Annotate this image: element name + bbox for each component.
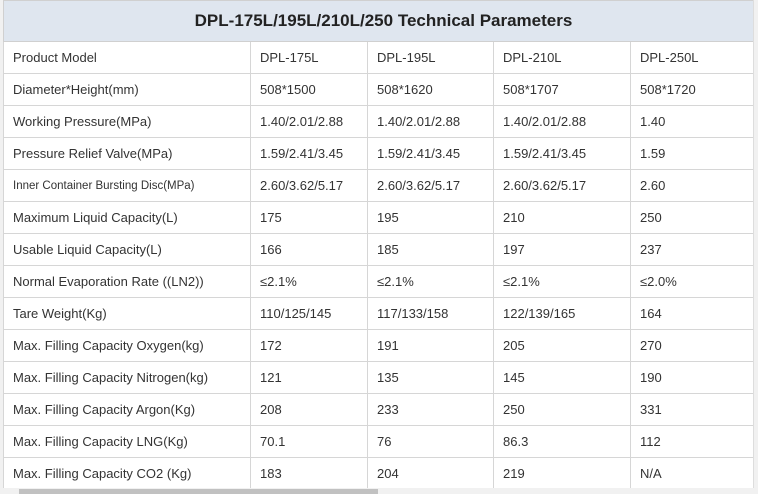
cell-value: 70.1 [250, 425, 368, 458]
cell-value: 117/133/158 [367, 297, 494, 330]
cell-value: ≤2.1% [367, 265, 494, 298]
row-label: Max. Filling Capacity Nitrogen(kg) [3, 361, 251, 394]
cell-value: 219 [493, 457, 631, 488]
row-label: Max. Filling Capacity Oxygen(kg) [3, 329, 251, 362]
cell-value: ≤2.1% [250, 265, 368, 298]
cell-value: 237 [630, 233, 753, 266]
table-row: Normal Evaporation Rate ((LN2)) ≤2.1% ≤2.1… [3, 265, 753, 298]
cell-value: 508*1500 [250, 73, 368, 106]
table-row: Diameter*Height(mm) 508*1500 508*1620 508*1… [3, 73, 753, 106]
cell-value: 331 [630, 393, 753, 426]
row-label: Maximum Liquid Capacity(L) [3, 201, 251, 234]
cell-value: 1.40/2.01/2.88 [367, 105, 494, 138]
cell-value: 208 [250, 393, 368, 426]
cell-value: 1.59/2.41/3.45 [493, 137, 631, 170]
row-label: Pressure Relief Valve(MPa) [3, 137, 251, 170]
cell-value: 164 [630, 297, 753, 330]
scrollbar-thumb[interactable] [19, 489, 378, 494]
row-label: Usable Liquid Capacity(L) [3, 233, 251, 266]
cell-value: 190 [630, 361, 753, 394]
cell-value: 1.40/2.01/2.88 [250, 105, 368, 138]
table-row: Inner Container Bursting Disc(MPa) 2.60/3… [3, 169, 753, 202]
cell-value: DPL-175L [250, 41, 368, 74]
cell-value: 210 [493, 201, 631, 234]
table-row: Product Model DPL-175L DPL-195L DPL-210L DPL… [3, 41, 753, 74]
cell-value: 197 [493, 233, 631, 266]
table-row: Usable Liquid Capacity(L) 166 185 197 237 [3, 233, 753, 266]
row-label: Max. Filling Capacity Argon(Kg) [3, 393, 251, 426]
table-row: Working Pressure(MPa) 1.40/2.01/2.88 1.40/… [3, 105, 753, 138]
cell-value: 191 [367, 329, 494, 362]
cell-value: 145 [493, 361, 631, 394]
table-row: Max. Filling Capacity Oxygen(kg) 172 191 20… [3, 329, 753, 362]
table-row: Tare Weight(Kg) 110/125/145 117/133/158 122… [3, 297, 753, 330]
cell-value: 195 [367, 201, 494, 234]
cell-value: 172 [250, 329, 368, 362]
cell-value: 122/139/165 [493, 297, 631, 330]
row-label: Max. Filling Capacity LNG(Kg) [3, 425, 251, 458]
cell-value: 175 [250, 201, 368, 234]
cell-value: 508*1620 [367, 73, 494, 106]
cell-value: ≤2.1% [493, 265, 631, 298]
row-label: Max. Filling Capacity CO2 (Kg) [3, 457, 251, 488]
cell-value: 1.59/2.41/3.45 [250, 137, 368, 170]
cell-value: 1.40/2.01/2.88 [493, 105, 631, 138]
cell-value: 205 [493, 329, 631, 362]
row-label: Working Pressure(MPa) [3, 105, 251, 138]
table-row: Max. Filling Capacity CO2 (Kg) 183 204 219 N… [3, 457, 753, 488]
cell-value: 270 [630, 329, 753, 362]
cell-value: 86.3 [493, 425, 631, 458]
row-label: Tare Weight(Kg) [3, 297, 251, 330]
parameters-table-container: DPL-175L/195L/210L/250 Technical Paramet… [3, 0, 754, 488]
table-row: Max. Filling Capacity LNG(Kg) 70.1 76 86.3 1… [3, 425, 753, 458]
cell-value: 204 [367, 457, 494, 488]
cell-value: 2.60 [630, 169, 753, 202]
cell-value: 233 [367, 393, 494, 426]
cell-value: 2.60/3.62/5.17 [493, 169, 631, 202]
row-label: Normal Evaporation Rate ((LN2)) [3, 265, 251, 298]
row-label: Product Model [3, 41, 251, 74]
table-row: Max. Filling Capacity Nitrogen(kg) 121 135… [3, 361, 753, 394]
cell-value: ≤2.0% [630, 265, 753, 298]
cell-value: 1.40 [630, 105, 753, 138]
cell-value: 76 [367, 425, 494, 458]
cell-value: 1.59/2.41/3.45 [367, 137, 494, 170]
cell-value: 508*1720 [630, 73, 753, 106]
table-row: Max. Filling Capacity Argon(Kg) 208 233 250… [3, 393, 753, 426]
cell-value: DPL-250L [630, 41, 753, 74]
cell-value: 2.60/3.62/5.17 [367, 169, 494, 202]
cell-value: 183 [250, 457, 368, 488]
table-row: Pressure Relief Valve(MPa) 1.59/2.41/3.45… [3, 137, 753, 170]
cell-value: 1.59 [630, 137, 753, 170]
row-label: Diameter*Height(mm) [3, 73, 251, 106]
cell-value: 121 [250, 361, 368, 394]
table-row: Maximum Liquid Capacity(L) 175 195 210 250 [3, 201, 753, 234]
horizontal-scrollbar[interactable] [0, 488, 758, 494]
cell-value: 250 [493, 393, 631, 426]
cell-value: 135 [367, 361, 494, 394]
cell-value: 166 [250, 233, 368, 266]
cell-value: 2.60/3.62/5.17 [250, 169, 368, 202]
row-label: Inner Container Bursting Disc(MPa) [3, 169, 251, 202]
cell-value: 250 [630, 201, 753, 234]
cell-value: 110/125/145 [250, 297, 368, 330]
cell-value: DPL-210L [493, 41, 631, 74]
cell-value: 508*1707 [493, 73, 631, 106]
cell-value: 185 [367, 233, 494, 266]
table-title: DPL-175L/195L/210L/250 Technical Paramet… [3, 0, 753, 42]
cell-value: 112 [630, 425, 753, 458]
parameters-table: DPL-175L/195L/210L/250 Technical Paramet… [3, 0, 753, 488]
cell-value: N/A [630, 457, 753, 488]
cell-value: DPL-195L [367, 41, 494, 74]
